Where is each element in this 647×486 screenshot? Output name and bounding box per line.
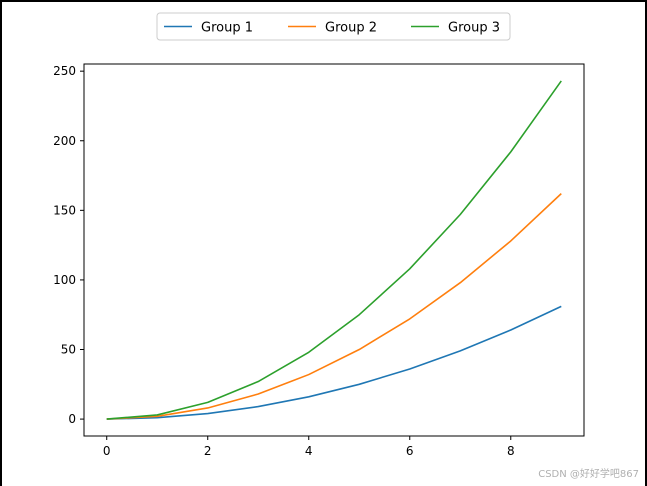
series-line-1 [106, 305, 562, 420]
legend-label-3: Group 3 [448, 21, 500, 36]
x-tick-label: 8 [507, 444, 515, 458]
x-tick-label: 2 [204, 444, 212, 458]
legend-label-1: Group 1 [201, 21, 253, 36]
y-tick-label: 50 [61, 343, 76, 357]
series-line-2 [106, 193, 562, 420]
x-tick-label: 6 [406, 444, 414, 458]
plot-frame [83, 63, 585, 437]
y-tick-label: 0 [68, 412, 76, 426]
y-tick-label: 100 [53, 273, 76, 287]
x-tick-label: 0 [103, 444, 111, 458]
y-tick-label: 200 [53, 134, 76, 148]
legend-box [156, 12, 511, 41]
y-tick-label: 150 [53, 203, 76, 217]
legend: Group 1 Group 2 Group 3 [156, 12, 511, 41]
y-tick-label: 250 [53, 64, 76, 78]
series-line-3 [106, 80, 562, 420]
watermark: CSDN @好好学吧867 [538, 469, 639, 480]
x-tick-label: 4 [305, 444, 313, 458]
legend-label-2: Group 2 [325, 21, 377, 36]
